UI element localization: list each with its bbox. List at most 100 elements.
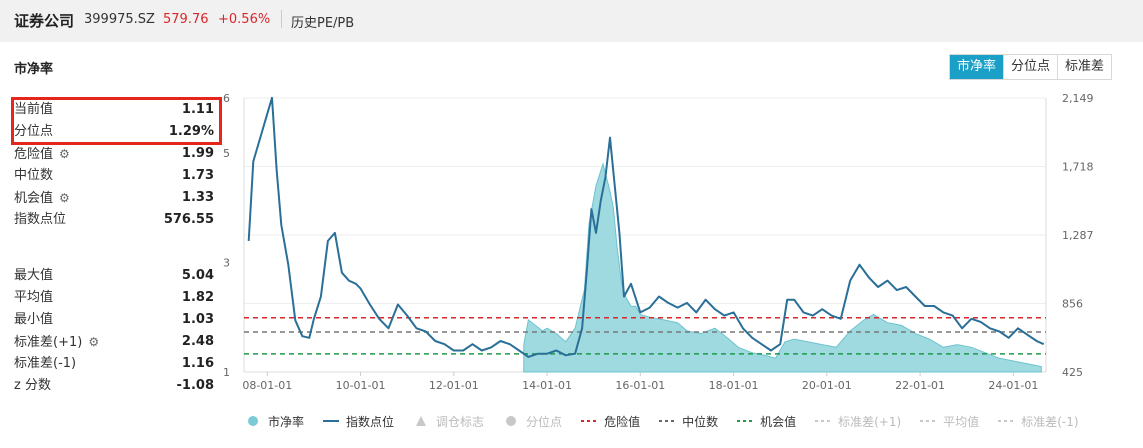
legend-item-danger[interactable]: 危险值 xyxy=(580,413,640,430)
pb-chart: 1 3 5 6 425 856 1,287 1,718 2,149 08-01-01 10-01-0… xyxy=(223,92,1094,392)
stat-row: 机会值 ⚙ 1.33 xyxy=(14,188,214,208)
stat-row: 最小值 1.03 xyxy=(14,310,214,330)
y-left-tick-label: 1 xyxy=(223,366,230,379)
stat-row: 危险值 ⚙ 1.99 xyxy=(14,144,214,164)
stat-value: 5.04 xyxy=(181,268,214,283)
legend-item-adj[interactable]: 调仓标志 xyxy=(412,413,484,430)
stat-value: 1.99 xyxy=(181,146,214,161)
stat-label: 分位点 xyxy=(14,124,54,139)
stat-row: 当前值 1.11 xyxy=(14,100,214,120)
stat-label: 标准差(-1) xyxy=(14,356,77,371)
y-right-tick-label: 2,149 xyxy=(1062,92,1094,105)
y-right-tick-label: 1,718 xyxy=(1062,161,1094,174)
stat-row: 标准差(+1) ⚙ 2.48 xyxy=(14,332,214,352)
tab-percentile[interactable]: 分位点 xyxy=(1003,55,1058,79)
pb-area xyxy=(523,161,1042,373)
index-name: 证券公司 xyxy=(14,12,75,30)
legend-marker xyxy=(581,420,598,422)
stat-row: 标准差(-1) 1.16 xyxy=(14,354,214,374)
legend-label: 危险值 xyxy=(604,414,641,429)
y-left-tick-label: 3 xyxy=(223,256,230,269)
stat-label: 危险值 ⚙ xyxy=(14,144,70,165)
stat-label: 中位数 xyxy=(14,168,54,183)
stat-label: 指数点位 xyxy=(14,212,67,227)
x-tick-label: 08-01-01 xyxy=(242,379,292,392)
y-right-tick-label: 856 xyxy=(1062,298,1083,311)
stat-value: 1.82 xyxy=(181,290,214,305)
legend-marker xyxy=(659,420,676,422)
stat-label: 最大值 xyxy=(14,268,54,283)
stat-label: 机会值 ⚙ xyxy=(14,188,70,209)
index-price: 579.76 xyxy=(163,12,209,27)
stat-label: 平均值 xyxy=(14,290,54,305)
legend-item-pb[interactable]: 市净率 xyxy=(244,413,304,430)
chart-legend: 市净率 指数点位 调仓标志 分位点 危险值 中位数 机会值 标准差(+1) 平均值 标准差(-1) xyxy=(244,412,1097,430)
y-left-tick-label: 6 xyxy=(223,92,230,105)
legend-marker xyxy=(815,420,832,422)
top-bar: 证券公司 399975.SZ 579.76 +0.56% 历史PE/PB xyxy=(0,0,1143,40)
stat-row: z 分数 -1.08 xyxy=(14,376,214,396)
legend-item-pct[interactable]: 分位点 xyxy=(502,413,562,430)
stat-row: 平均值 1.82 xyxy=(14,288,214,308)
stat-value: 1.33 xyxy=(181,190,214,205)
legend-label: 调仓标志 xyxy=(436,414,485,429)
stat-value: 1.16 xyxy=(181,356,214,371)
y-right-tick-label: 425 xyxy=(1062,366,1083,379)
tab-pb[interactable]: 市净率 xyxy=(950,55,1004,79)
y-right-tick-label: 1,287 xyxy=(1062,229,1094,242)
x-tick-label: 10-01-01 xyxy=(336,379,386,392)
stat-value: 1.73 xyxy=(181,168,214,183)
legend-item-opp[interactable]: 机会值 xyxy=(736,413,796,430)
legend-item-median[interactable]: 中位数 xyxy=(658,413,718,430)
history-pe-pb-link[interactable]: 历史PE/PB xyxy=(291,16,355,31)
x-tick-label: 20-01-01 xyxy=(802,379,852,392)
gear-icon[interactable]: ⚙ xyxy=(88,335,100,349)
legend-marker xyxy=(248,416,258,426)
legend-marker xyxy=(323,420,340,422)
legend-label: 市净率 xyxy=(268,414,305,429)
highlight-box xyxy=(11,97,222,145)
stat-value: 1.11 xyxy=(181,102,214,117)
x-tick-label: 16-01-01 xyxy=(615,379,665,392)
legend-label: 指数点位 xyxy=(346,414,395,429)
index-change: +0.56% xyxy=(218,12,271,27)
legend-label: 机会值 xyxy=(760,414,797,429)
valuation-panel: 市净率 市净率 分位点 标准差 当前值 1.11 分位点 1.29% 危险值 ⚙ 1.99 中… xyxy=(0,42,1143,448)
tab-stddev[interactable]: 标准差 xyxy=(1057,55,1112,79)
stat-row: 指数点位 576.55 xyxy=(14,210,214,230)
stat-row: 分位点 1.29% xyxy=(14,122,214,142)
stat-label: 标准差(+1) ⚙ xyxy=(14,332,99,353)
legend-label: 中位数 xyxy=(682,414,719,429)
stat-value: 1.29% xyxy=(168,124,214,139)
legend-marker xyxy=(737,420,754,422)
y-left-tick-label: 5 xyxy=(223,147,230,160)
legend-label: 标准差(+1) xyxy=(838,414,902,429)
gear-icon[interactable]: ⚙ xyxy=(59,191,70,205)
stat-row: 中位数 1.73 xyxy=(14,166,214,186)
stat-label: 当前值 xyxy=(14,102,54,117)
index-line xyxy=(247,96,1045,358)
x-tick-label: 14-01-01 xyxy=(522,379,572,392)
stat-value: 2.48 xyxy=(181,334,214,349)
legend-item-idx[interactable]: 指数点位 xyxy=(322,413,394,430)
legend-marker xyxy=(506,416,517,426)
legend-marker xyxy=(416,416,427,426)
legend-marker xyxy=(998,420,1015,422)
stat-value: 1.03 xyxy=(181,312,214,327)
legend-item-avg[interactable]: 平均值 xyxy=(919,413,979,430)
stat-label: 最小值 xyxy=(14,312,54,327)
metric-tabs: 市净率 分位点 标准差 xyxy=(949,54,1113,80)
legend-marker xyxy=(920,420,937,422)
x-tick-label: 24-01-01 xyxy=(988,379,1038,392)
stat-label: z 分数 xyxy=(14,378,51,393)
x-tick-label: 22-01-01 xyxy=(895,379,945,392)
index-code: 399975.SZ xyxy=(84,12,155,27)
legend-label: 分位点 xyxy=(526,414,563,429)
legend-item-sdp[interactable]: 标准差(+1) xyxy=(814,413,901,430)
divider xyxy=(281,10,282,28)
gear-icon[interactable]: ⚙ xyxy=(59,147,70,161)
x-tick-label: 18-01-01 xyxy=(709,379,759,392)
legend-item-sdm[interactable]: 标准差(-1) xyxy=(997,413,1079,430)
stat-value: -1.08 xyxy=(176,378,214,393)
panel-title: 市净率 xyxy=(14,62,54,77)
